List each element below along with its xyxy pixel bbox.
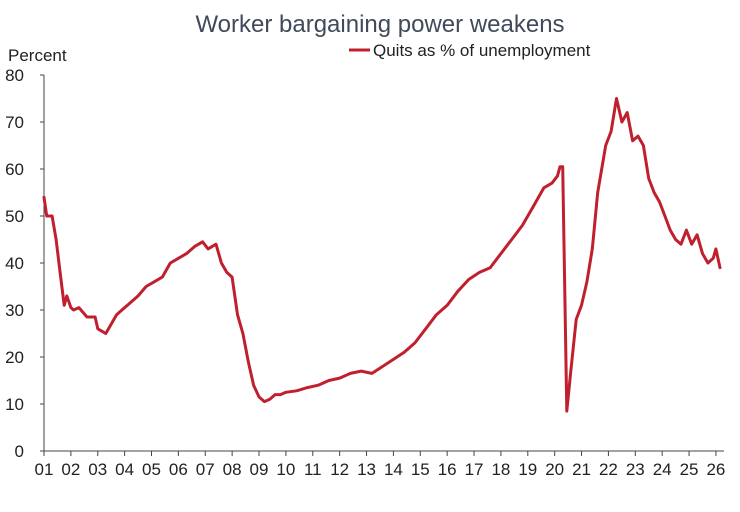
x-tick-label: 21 <box>572 460 591 479</box>
x-tick-label: 18 <box>491 460 510 479</box>
y-axis-label: Percent <box>8 46 67 65</box>
legend: Quits as % of unemployment <box>349 41 591 60</box>
x-tick-label: 17 <box>465 460 484 479</box>
y-tick-label: 10 <box>5 395 24 414</box>
y-tick-label: 70 <box>5 113 24 132</box>
x-tick-label: 01 <box>35 460 54 479</box>
series-line <box>42 97 722 413</box>
chart-title: Worker bargaining power weakens <box>195 11 564 38</box>
x-tick-label: 23 <box>626 460 645 479</box>
x-tick-label: 07 <box>196 460 215 479</box>
y-tick-label: 30 <box>5 301 24 320</box>
x-tick-label: 19 <box>518 460 537 479</box>
legend-label: Quits as % of unemployment <box>373 41 591 60</box>
x-tick-label: 09 <box>250 460 269 479</box>
y-tick-label: 80 <box>5 66 24 85</box>
x-axis: 01 02 03 04 05 06 07 08 09 10 11 12 13 14 15 16 17 18 19 20… <box>35 450 725 479</box>
x-tick-label: 12 <box>330 460 349 479</box>
x-tick-label: 02 <box>61 460 80 479</box>
y-tick-label: 0 <box>15 442 24 461</box>
x-tick-label: 08 <box>223 460 242 479</box>
x-tick-label: 24 <box>653 460 672 479</box>
x-tick-label: 04 <box>115 460 134 479</box>
x-tick-label: 16 <box>438 460 457 479</box>
y-tick-label: 20 <box>5 348 24 367</box>
x-tick-label: 03 <box>88 460 107 479</box>
plot-area <box>42 97 722 413</box>
y-tick-label: 60 <box>5 160 24 179</box>
x-tick-label: 22 <box>599 460 618 479</box>
x-tick-label: 14 <box>384 460 403 479</box>
y-tick-label: 50 <box>5 207 24 226</box>
x-tick-label: 15 <box>411 460 430 479</box>
x-tick-label: 06 <box>169 460 188 479</box>
y-axis: 0 10 20 30 40 50 60 70 80 <box>5 66 45 461</box>
x-tick-label: 26 <box>706 460 725 479</box>
x-tick-label: 25 <box>680 460 699 479</box>
x-tick-label: 13 <box>357 460 376 479</box>
x-tick-label: 05 <box>142 460 161 479</box>
x-tick-label: 10 <box>276 460 295 479</box>
y-tick-label: 40 <box>5 254 24 273</box>
x-tick-label: 11 <box>304 460 322 479</box>
x-tick-label: 20 <box>545 460 564 479</box>
